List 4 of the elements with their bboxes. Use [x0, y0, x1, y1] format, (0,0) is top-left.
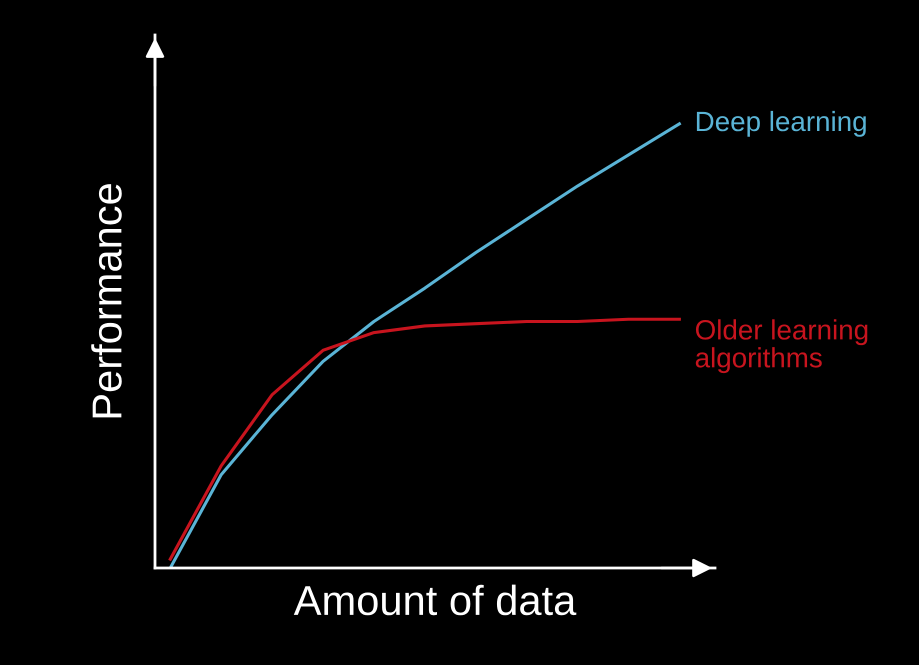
- series-label: Older learning algorithms: [696, 319, 868, 374]
- series-label: Deep learning: [696, 110, 866, 137]
- y-axis-title: Performance: [91, 184, 122, 418]
- x-axis-title: Amount of data: [294, 584, 576, 616]
